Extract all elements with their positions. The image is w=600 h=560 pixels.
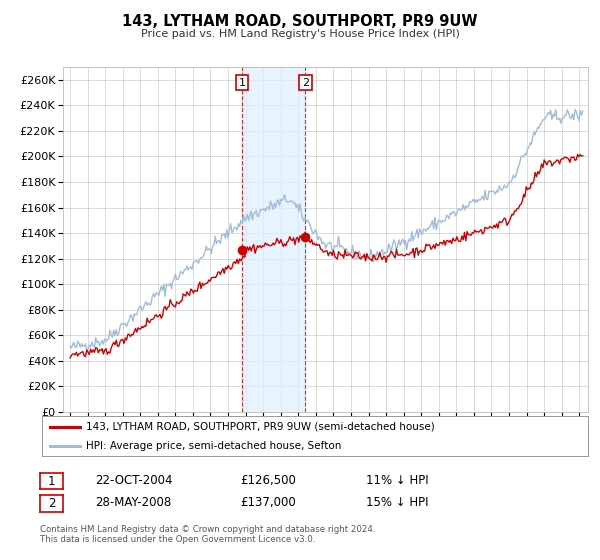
Text: 2: 2: [48, 497, 55, 510]
Text: Price paid vs. HM Land Registry's House Price Index (HPI): Price paid vs. HM Land Registry's House …: [140, 29, 460, 39]
Text: 1: 1: [48, 474, 55, 488]
Text: 143, LYTHAM ROAD, SOUTHPORT, PR9 9UW: 143, LYTHAM ROAD, SOUTHPORT, PR9 9UW: [122, 14, 478, 29]
Text: 2: 2: [302, 78, 309, 88]
Text: This data is licensed under the Open Government Licence v3.0.: This data is licensed under the Open Gov…: [40, 535, 316, 544]
Text: 11% ↓ HPI: 11% ↓ HPI: [366, 474, 428, 487]
Text: 143, LYTHAM ROAD, SOUTHPORT, PR9 9UW (semi-detached house): 143, LYTHAM ROAD, SOUTHPORT, PR9 9UW (se…: [86, 422, 434, 432]
Text: 15% ↓ HPI: 15% ↓ HPI: [366, 496, 428, 510]
Text: £126,500: £126,500: [240, 474, 296, 487]
Text: £137,000: £137,000: [240, 496, 296, 510]
Text: 1: 1: [239, 78, 245, 88]
Bar: [242, 67, 305, 412]
Text: HPI: Average price, semi-detached house, Sefton: HPI: Average price, semi-detached house,…: [86, 441, 341, 450]
Text: 28-MAY-2008: 28-MAY-2008: [95, 496, 171, 510]
Text: 22-OCT-2004: 22-OCT-2004: [95, 474, 172, 487]
Text: Contains HM Land Registry data © Crown copyright and database right 2024.: Contains HM Land Registry data © Crown c…: [40, 525, 376, 534]
